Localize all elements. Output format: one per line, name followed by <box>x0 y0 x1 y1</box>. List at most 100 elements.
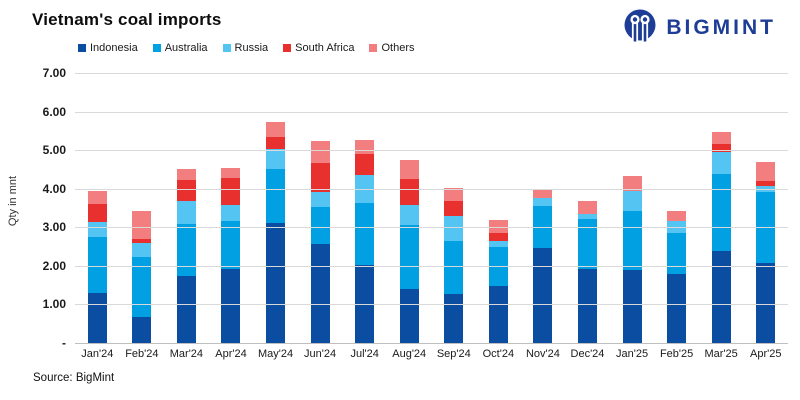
legend-label-australia: Australia <box>164 42 208 54</box>
legend-label-others: Others <box>381 42 415 54</box>
x-tick-mar-25: Mar'25 <box>704 348 738 360</box>
bar-slot-feb-25 <box>654 73 699 343</box>
y-tick-3.00: 3.00 <box>42 220 66 235</box>
gridline-2 <box>75 265 788 267</box>
bar-slot-nov-24 <box>521 73 566 343</box>
x-tick-dec-24: Dec'24 <box>570 348 605 360</box>
bar-segment-russia-mar-25 <box>711 151 731 175</box>
x-tick-mar-24: Mar'24 <box>169 348 204 360</box>
bar-segment-australia-jan-25 <box>622 211 642 270</box>
bars-container <box>75 73 788 343</box>
bar-segment-south-africa-may-24 <box>266 136 286 149</box>
plot-area <box>75 73 788 344</box>
chart-legend: Indonesia Australia Russia South Africa Othe… <box>78 42 414 54</box>
bar-segment-indonesia-apr-25 <box>756 263 776 343</box>
bar-segment-others-oct-24 <box>488 220 508 233</box>
bar-slot-oct-24 <box>476 73 521 343</box>
bar-segment-australia-mar-24 <box>176 223 196 277</box>
legend-swatch-australia <box>152 44 161 52</box>
bar-segment-australia-jul-24 <box>355 202 375 266</box>
bar-dec-24 <box>577 201 597 343</box>
bar-segment-indonesia-oct-24 <box>488 285 508 343</box>
y-tick-2.00: 2.00 <box>42 258 66 273</box>
x-tick-feb-25: Feb'25 <box>659 348 694 360</box>
bar-segment-indonesia-nov-24 <box>533 247 553 343</box>
bar-slot-apr-25 <box>743 73 788 343</box>
x-tick-nov-24: Nov'24 <box>525 348 560 360</box>
bar-may-24 <box>266 122 286 343</box>
bar-segment-others-mar-25 <box>711 132 731 145</box>
bar-segment-australia-nov-24 <box>533 206 553 248</box>
bar-segment-australia-jan-24 <box>87 236 107 293</box>
bar-segment-australia-aug-24 <box>399 225 419 289</box>
bar-segment-others-jun-24 <box>310 140 330 163</box>
bar-segment-indonesia-mar-24 <box>176 276 196 343</box>
bar-segment-south-africa-mar-24 <box>176 180 196 202</box>
y-tick-6.00: 6.00 <box>42 104 66 119</box>
bar-segment-south-africa-apr-24 <box>221 178 241 206</box>
bar-segment-russia-feb-24 <box>132 243 152 258</box>
bar-segment-others-apr-25 <box>756 162 776 182</box>
bar-segment-russia-sep-24 <box>444 216 464 241</box>
bar-segment-others-nov-24 <box>533 189 553 198</box>
y-tick--: - <box>62 336 66 350</box>
bar-mar-25 <box>711 132 731 343</box>
bar-segment-indonesia-sep-24 <box>444 293 464 343</box>
bar-segment-indonesia-may-24 <box>266 222 286 343</box>
bar-segment-south-africa-jul-24 <box>355 154 375 176</box>
bar-segment-indonesia-jul-24 <box>355 265 375 343</box>
bar-segment-russia-jan-25 <box>622 190 642 212</box>
x-tick-may-24: May'24 <box>257 348 294 360</box>
bar-slot-may-24 <box>253 73 298 343</box>
legend-swatch-russia <box>222 44 231 52</box>
bar-segment-australia-may-24 <box>266 168 286 223</box>
bar-segment-indonesia-dec-24 <box>577 268 597 343</box>
bar-segment-australia-dec-24 <box>577 219 597 269</box>
x-tick-apr-25: Apr'25 <box>749 348 782 360</box>
bar-segment-south-africa-sep-24 <box>444 201 464 217</box>
legend-swatch-south-africa <box>283 44 292 52</box>
legend-item-indonesia: Indonesia <box>78 42 138 54</box>
legend-swatch-others <box>369 44 378 52</box>
bar-mar-24 <box>176 169 196 343</box>
bar-segment-indonesia-apr-24 <box>221 268 241 343</box>
bar-slot-sep-24 <box>432 73 477 343</box>
bar-segment-indonesia-feb-24 <box>132 317 152 343</box>
x-tick-apr-24: Apr'24 <box>215 348 247 360</box>
bar-segment-south-africa-apr-25 <box>756 181 776 187</box>
bar-segment-indonesia-feb-25 <box>667 274 687 343</box>
x-tick-sep-24: Sep'24 <box>436 348 471 360</box>
gridline-4 <box>75 188 788 190</box>
bar-jul-24 <box>355 140 375 343</box>
bar-slot-mar-25 <box>699 73 744 343</box>
legend-label-russia: Russia <box>234 42 269 54</box>
bar-segment-russia-oct-24 <box>488 241 508 248</box>
legend-label-south-africa: South Africa <box>295 42 355 54</box>
y-tick-1.00: 1.00 <box>42 297 66 312</box>
bar-segment-others-feb-24 <box>132 211 152 239</box>
x-tick-jan-25: Jan'25 <box>615 348 649 360</box>
bar-segment-others-jan-25 <box>622 175 642 191</box>
bar-segment-indonesia-jun-24 <box>310 243 330 343</box>
y-tick-5.00: 5.00 <box>42 143 66 158</box>
bar-segment-others-feb-25 <box>667 211 687 222</box>
bar-slot-mar-24 <box>164 73 209 343</box>
bar-segment-others-may-24 <box>266 122 286 137</box>
gridline-5 <box>75 150 788 152</box>
x-tick-oct-24: Oct'24 <box>482 348 515 360</box>
bar-segment-south-africa-aug-24 <box>399 179 419 205</box>
y-tick-7.00: 7.00 <box>42 66 66 80</box>
bar-segment-others-aug-24 <box>399 160 419 180</box>
y-tick-4.00: 4.00 <box>42 181 66 196</box>
bar-segment-australia-mar-25 <box>711 174 731 251</box>
bar-feb-25 <box>667 211 687 343</box>
bar-segment-others-apr-24 <box>221 167 241 179</box>
gridline-3 <box>75 227 788 229</box>
bar-segment-others-sep-24 <box>444 188 464 202</box>
bar-slot-aug-24 <box>387 73 432 343</box>
bar-segment-indonesia-aug-24 <box>399 289 419 343</box>
x-axis-tick-labels: Jan'24 Feb'24 Mar'24 Apr'24 May'24 Jun'24 Jul'… <box>75 348 788 360</box>
legend-item-south-africa: South Africa <box>283 42 354 54</box>
x-tick-aug-24: Aug'24 <box>392 348 427 360</box>
